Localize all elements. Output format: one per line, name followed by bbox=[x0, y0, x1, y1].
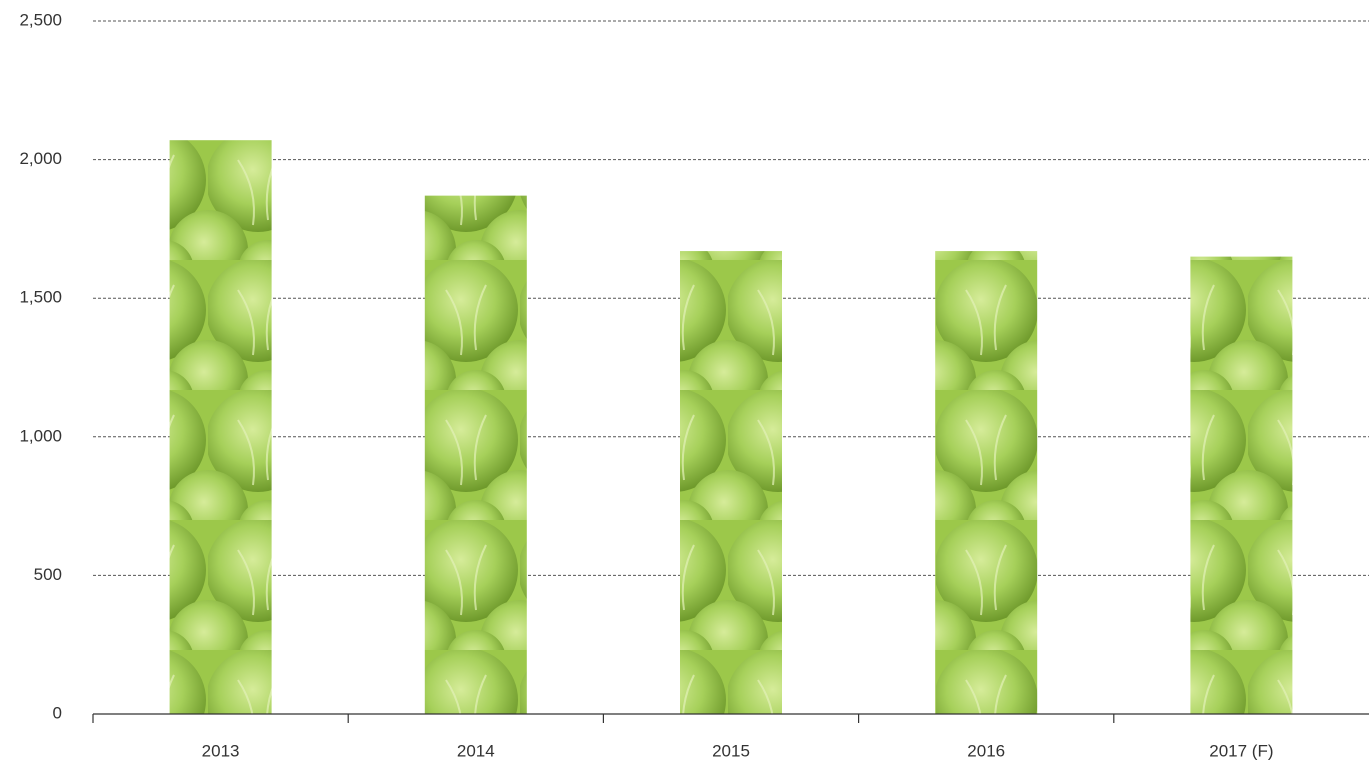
x-tick-label: 2015 bbox=[712, 741, 750, 760]
y-tick-label: 0 bbox=[53, 703, 62, 722]
bar bbox=[680, 251, 782, 715]
bar bbox=[424, 195, 527, 715]
x-tick-label: 2016 bbox=[967, 741, 1005, 760]
bar bbox=[1190, 256, 1293, 714]
x-tick-label: 2013 bbox=[202, 741, 240, 760]
y-tick-label: 2,000 bbox=[19, 149, 62, 168]
y-tick-label: 2,500 bbox=[19, 10, 62, 29]
bar bbox=[169, 140, 272, 715]
y-tick-label: 1,500 bbox=[19, 288, 62, 307]
y-tick-label: 500 bbox=[34, 565, 62, 584]
x-tick-label: 2014 bbox=[457, 741, 495, 760]
y-tick-label: 1,000 bbox=[19, 426, 62, 445]
bar bbox=[935, 251, 1038, 715]
x-tick-label: 2017 (F) bbox=[1209, 741, 1273, 760]
